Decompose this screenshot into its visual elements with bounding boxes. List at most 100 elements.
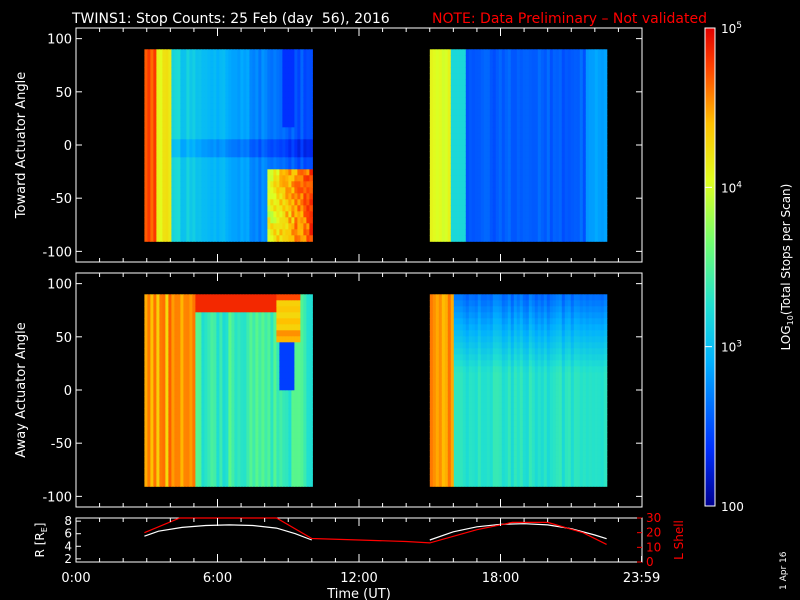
heatmap-cell: [450, 133, 455, 140]
heatmap-cell: [225, 462, 229, 469]
heatmap-cell: [291, 169, 295, 176]
heatmap-cell: [189, 312, 193, 319]
heatmap-cell: [573, 91, 578, 98]
heatmap-cell: [264, 73, 268, 80]
heatmap-cell: [153, 133, 157, 140]
heatmap-cell: [240, 354, 244, 361]
heatmap-cell: [222, 91, 226, 98]
heatmap-cell: [144, 456, 148, 463]
heatmap-cell: [150, 312, 154, 319]
heatmap-cell: [582, 235, 587, 242]
heatmap-cell: [219, 396, 223, 403]
heatmap-cell: [150, 372, 154, 379]
heatmap-cell: [582, 85, 587, 92]
heatmap-cell: [189, 330, 193, 337]
heatmap-cell: [579, 85, 584, 92]
heatmap-cell: [234, 229, 238, 236]
heatmap-cell: [285, 181, 289, 188]
heatmap-cell: [150, 109, 154, 116]
heatmap-cell: [216, 390, 220, 397]
heatmap-cell: [534, 187, 539, 194]
heatmap-cell: [501, 229, 506, 236]
heatmap-cell: [291, 181, 295, 188]
heatmap-cell: [288, 187, 292, 194]
heatmap-cell: [591, 91, 596, 98]
heatmap-cell: [168, 330, 172, 337]
heatmap-cell: [594, 115, 599, 122]
heatmap-cell: [162, 402, 166, 409]
heatmap-cell: [210, 426, 214, 433]
heatmap-cell: [240, 229, 244, 236]
heatmap-cell: [192, 169, 196, 176]
heatmap-cell: [204, 73, 208, 80]
heatmap-cell: [159, 480, 163, 487]
heatmap-cell: [195, 360, 199, 367]
heatmap-cell: [231, 474, 235, 481]
heatmap-cell: [186, 205, 190, 212]
heatmap-cell: [306, 55, 310, 62]
heatmap-cell: [246, 163, 250, 170]
heatmap-cell: [597, 193, 602, 200]
heatmap-cell: [288, 133, 292, 140]
heatmap-cell: [492, 145, 497, 152]
heatmap-cell: [213, 97, 217, 104]
heatmap-cell: [507, 175, 512, 182]
heatmap-cell: [174, 318, 178, 325]
heatmap-cell: [168, 163, 172, 170]
heatmap-cell: [249, 408, 253, 415]
heatmap-cell: [579, 61, 584, 68]
heatmap-cell: [216, 223, 220, 230]
heatmap-cell: [279, 175, 283, 182]
heatmap-cell: [240, 432, 244, 439]
heatmap-cell: [513, 199, 518, 206]
heatmap-cell: [477, 151, 482, 158]
heatmap-cell: [555, 127, 560, 134]
heatmap-cell: [153, 211, 157, 218]
heatmap-cell: [513, 187, 518, 194]
heatmap-cell: [489, 193, 494, 200]
heatmap-cell: [447, 181, 452, 188]
heatmap-cell: [240, 294, 244, 301]
heatmap-cell: [147, 49, 151, 56]
heatmap-cell: [171, 145, 175, 152]
heatmap-cell: [498, 97, 503, 104]
heatmap-cell: [219, 450, 223, 457]
heatmap-cell: [255, 187, 259, 194]
heatmap-cell: [573, 157, 578, 164]
heatmap-cell: [171, 211, 175, 218]
heatmap-cell: [453, 145, 458, 152]
heatmap-cell: [567, 199, 572, 206]
heatmap-cell: [183, 157, 187, 164]
heatmap-cell: [219, 55, 223, 62]
heatmap-cell: [432, 115, 437, 122]
heatmap-cell: [198, 97, 202, 104]
heatmap-cell: [594, 97, 599, 104]
heatmap-cell: [156, 426, 160, 433]
heatmap-cell: [540, 109, 545, 116]
heatmap-cell: [240, 342, 244, 349]
heatmap-cell: [183, 235, 187, 242]
heatmap-cell: [144, 169, 148, 176]
heatmap-cell: [174, 163, 178, 170]
heatmap-cell: [165, 175, 169, 182]
heatmap-cell: [201, 139, 205, 146]
heatmap-cell: [198, 300, 202, 307]
heatmap-cell: [213, 390, 217, 397]
heatmap-cell: [528, 115, 533, 122]
heatmap-cell: [432, 61, 437, 68]
heatmap-cell: [519, 67, 524, 74]
heatmap-cell: [600, 151, 605, 158]
heatmap-cell: [510, 223, 515, 230]
heatmap-cell: [195, 181, 199, 188]
heatmap-cell: [204, 426, 208, 433]
heatmap-cell: [195, 49, 199, 56]
heatmap-cell: [210, 163, 214, 170]
heatmap-cell: [543, 115, 548, 122]
heatmap-cell: [288, 163, 292, 170]
heatmap-cell: [243, 330, 247, 337]
heatmap-cell: [270, 139, 274, 146]
heatmap-cell: [297, 205, 301, 212]
heatmap-cell: [486, 187, 491, 194]
heatmap-cell: [249, 480, 253, 487]
heatmap-cell: [591, 103, 596, 110]
